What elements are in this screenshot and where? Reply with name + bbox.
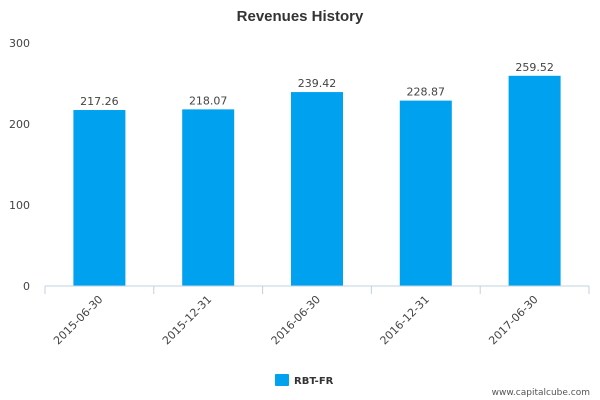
- bar-2015-12-31[interactable]: [182, 109, 235, 286]
- data-label: 259.52: [515, 61, 554, 74]
- chart-title: Revenues History: [237, 8, 364, 25]
- x-axis-tick-labels: 2015-06-30 2015-12-31 2016-06-30 2016-12-31…: [51, 293, 541, 347]
- x-tick-label: 2017-06-30: [486, 293, 540, 347]
- data-label: 217.26: [80, 95, 119, 108]
- data-labels: 217.26 218.07 239.42 228.87 259.52: [80, 61, 554, 108]
- legend-swatch-rbt-fr: [275, 374, 289, 386]
- x-tick-label: 2015-12-31: [160, 293, 214, 347]
- legend[interactable]: RBT-FR: [275, 374, 334, 387]
- bar-2016-06-30[interactable]: [291, 92, 343, 287]
- bar-2015-06-30[interactable]: [73, 110, 126, 286]
- x-tick-label: 2016-12-31: [378, 293, 432, 347]
- y-tick-label: 300: [9, 37, 30, 50]
- y-tick-label: 200: [9, 118, 30, 131]
- source-watermark: www.capitalcube.com: [492, 388, 590, 398]
- bar-2016-12-31[interactable]: [399, 100, 452, 287]
- y-tick-label: 0: [23, 280, 30, 293]
- bar-series: [73, 75, 561, 287]
- x-tick-label: 2015-06-30: [51, 293, 105, 347]
- x-axis-ticks: [44, 286, 590, 294]
- data-label: 239.42: [298, 77, 337, 90]
- y-axis-ticks: 0 100 200 300: [9, 37, 30, 293]
- data-label: 228.87: [407, 86, 446, 99]
- bar-2017-06-30[interactable]: [508, 75, 561, 286]
- y-tick-label: 100: [9, 199, 30, 212]
- data-label: 218.07: [189, 94, 228, 107]
- x-tick-label: 2016-06-30: [269, 293, 323, 347]
- legend-label-rbt-fr: RBT-FR: [294, 376, 334, 387]
